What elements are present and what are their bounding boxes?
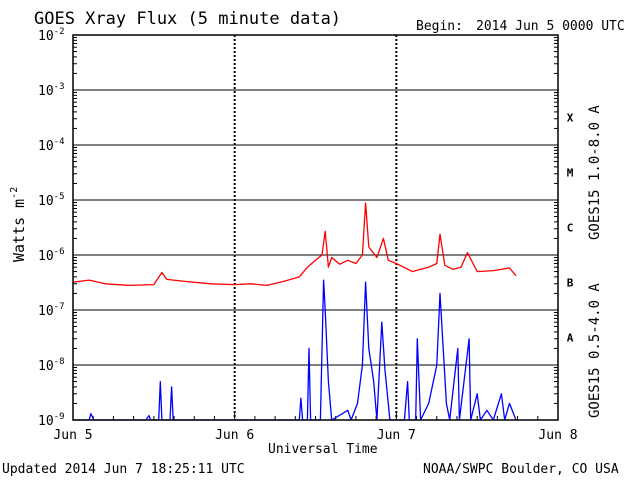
x-tick-label: Jun 7 <box>377 428 416 443</box>
flare-class-label: A <box>567 332 574 345</box>
x-axis-label: Universal Time <box>268 442 378 457</box>
y-tick-exponent: -7 <box>54 302 65 312</box>
y-tick-label: 10-9 <box>38 412 65 429</box>
x-tick-label: Jun 8 <box>538 428 577 443</box>
legend-short-channel: GOES15 0.5-4.0 A <box>587 283 603 418</box>
y-tick-labels: 10-910-810-710-610-510-410-310-2 <box>38 27 65 429</box>
series-layer <box>72 202 517 421</box>
flare-class-label: X <box>567 112 574 125</box>
y-tick-base: 10 <box>38 414 54 429</box>
x-tick-label: Jun 5 <box>53 428 92 443</box>
x-tick-label: Jun 6 <box>215 428 254 443</box>
flare-class-labels: A B C M X <box>567 112 574 345</box>
y-tick-label: 10-7 <box>38 302 65 319</box>
y-tick-exponent: -8 <box>54 357 65 367</box>
flare-class-label: C <box>567 222 574 235</box>
y-tick-label: 10-8 <box>38 357 65 374</box>
plot-frame <box>72 34 559 421</box>
y-tick-base: 10 <box>38 249 54 264</box>
chart-title: GOES Xray Flux (5 minute data) <box>34 9 341 29</box>
y-tick-exponent: -2 <box>54 27 65 37</box>
y-tick-base: 10 <box>38 304 54 319</box>
flare-class-label: M <box>567 167 574 180</box>
y-tick-label: 10-3 <box>38 82 65 99</box>
flare-class-label: B <box>567 277 574 290</box>
credit-line: NOAA/SWPC Boulder, CO USA <box>423 462 619 477</box>
y-tick-label: 10-6 <box>38 247 65 264</box>
y-tick-label: 10-5 <box>38 192 65 209</box>
y-axis-label: Watts m-2 <box>9 187 28 262</box>
y-tick-label: 10-2 <box>38 27 65 44</box>
x-tick-labels: Jun 5 Jun 6 Jun 7 Jun 8 <box>53 428 577 443</box>
y-axis-label-exponent: -2 <box>9 187 20 199</box>
y-axis-label-text: Watts m <box>10 199 28 262</box>
begin-value: 2014 Jun 5 0000 UTC <box>476 19 625 34</box>
y-tick-exponent: -5 <box>54 192 65 202</box>
series-line-short-channel <box>73 279 517 421</box>
legend-long-channel: GOES15 1.0-8.0 A <box>587 105 603 240</box>
y-tick-exponent: -3 <box>54 82 65 92</box>
y-tick-base: 10 <box>38 84 54 99</box>
y-tick-base: 10 <box>38 359 54 374</box>
y-tick-base: 10 <box>38 139 54 154</box>
y-tick-exponent: -9 <box>54 412 65 422</box>
svg-text:Watts m-2: Watts m-2 <box>9 187 28 262</box>
series-line-long-channel <box>72 202 517 287</box>
y-tick-exponent: -6 <box>54 247 65 257</box>
begin-label: Begin: <box>416 19 463 34</box>
y-tick-label: 10-4 <box>38 137 65 154</box>
y-tick-exponent: -4 <box>54 137 65 147</box>
updated-timestamp: Updated 2014 Jun 7 18:25:11 UTC <box>2 462 245 477</box>
grid <box>72 35 559 420</box>
y-tick-base: 10 <box>38 29 54 44</box>
y-tick-base: 10 <box>38 194 54 209</box>
